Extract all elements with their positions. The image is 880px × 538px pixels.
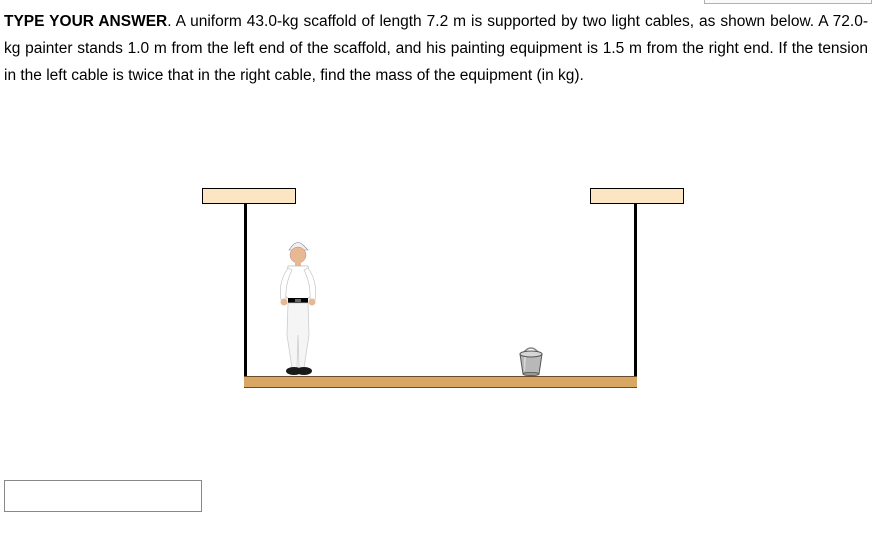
question-lead: TYPE YOUR ANSWER bbox=[4, 13, 167, 30]
scaffold-figure bbox=[216, 188, 670, 388]
painter bbox=[268, 240, 328, 376]
scaffold-plank bbox=[244, 376, 637, 388]
cable-right bbox=[634, 204, 637, 376]
cable-left bbox=[244, 204, 247, 376]
ceiling-support-left bbox=[202, 188, 296, 204]
equipment-bucket bbox=[516, 344, 546, 376]
question-text: TYPE YOUR ANSWER. A uniform 43.0-kg scaf… bbox=[0, 0, 880, 89]
ceiling-support-right bbox=[590, 188, 684, 204]
answer-input[interactable] bbox=[4, 480, 202, 512]
partial-box-top bbox=[704, 0, 872, 4]
